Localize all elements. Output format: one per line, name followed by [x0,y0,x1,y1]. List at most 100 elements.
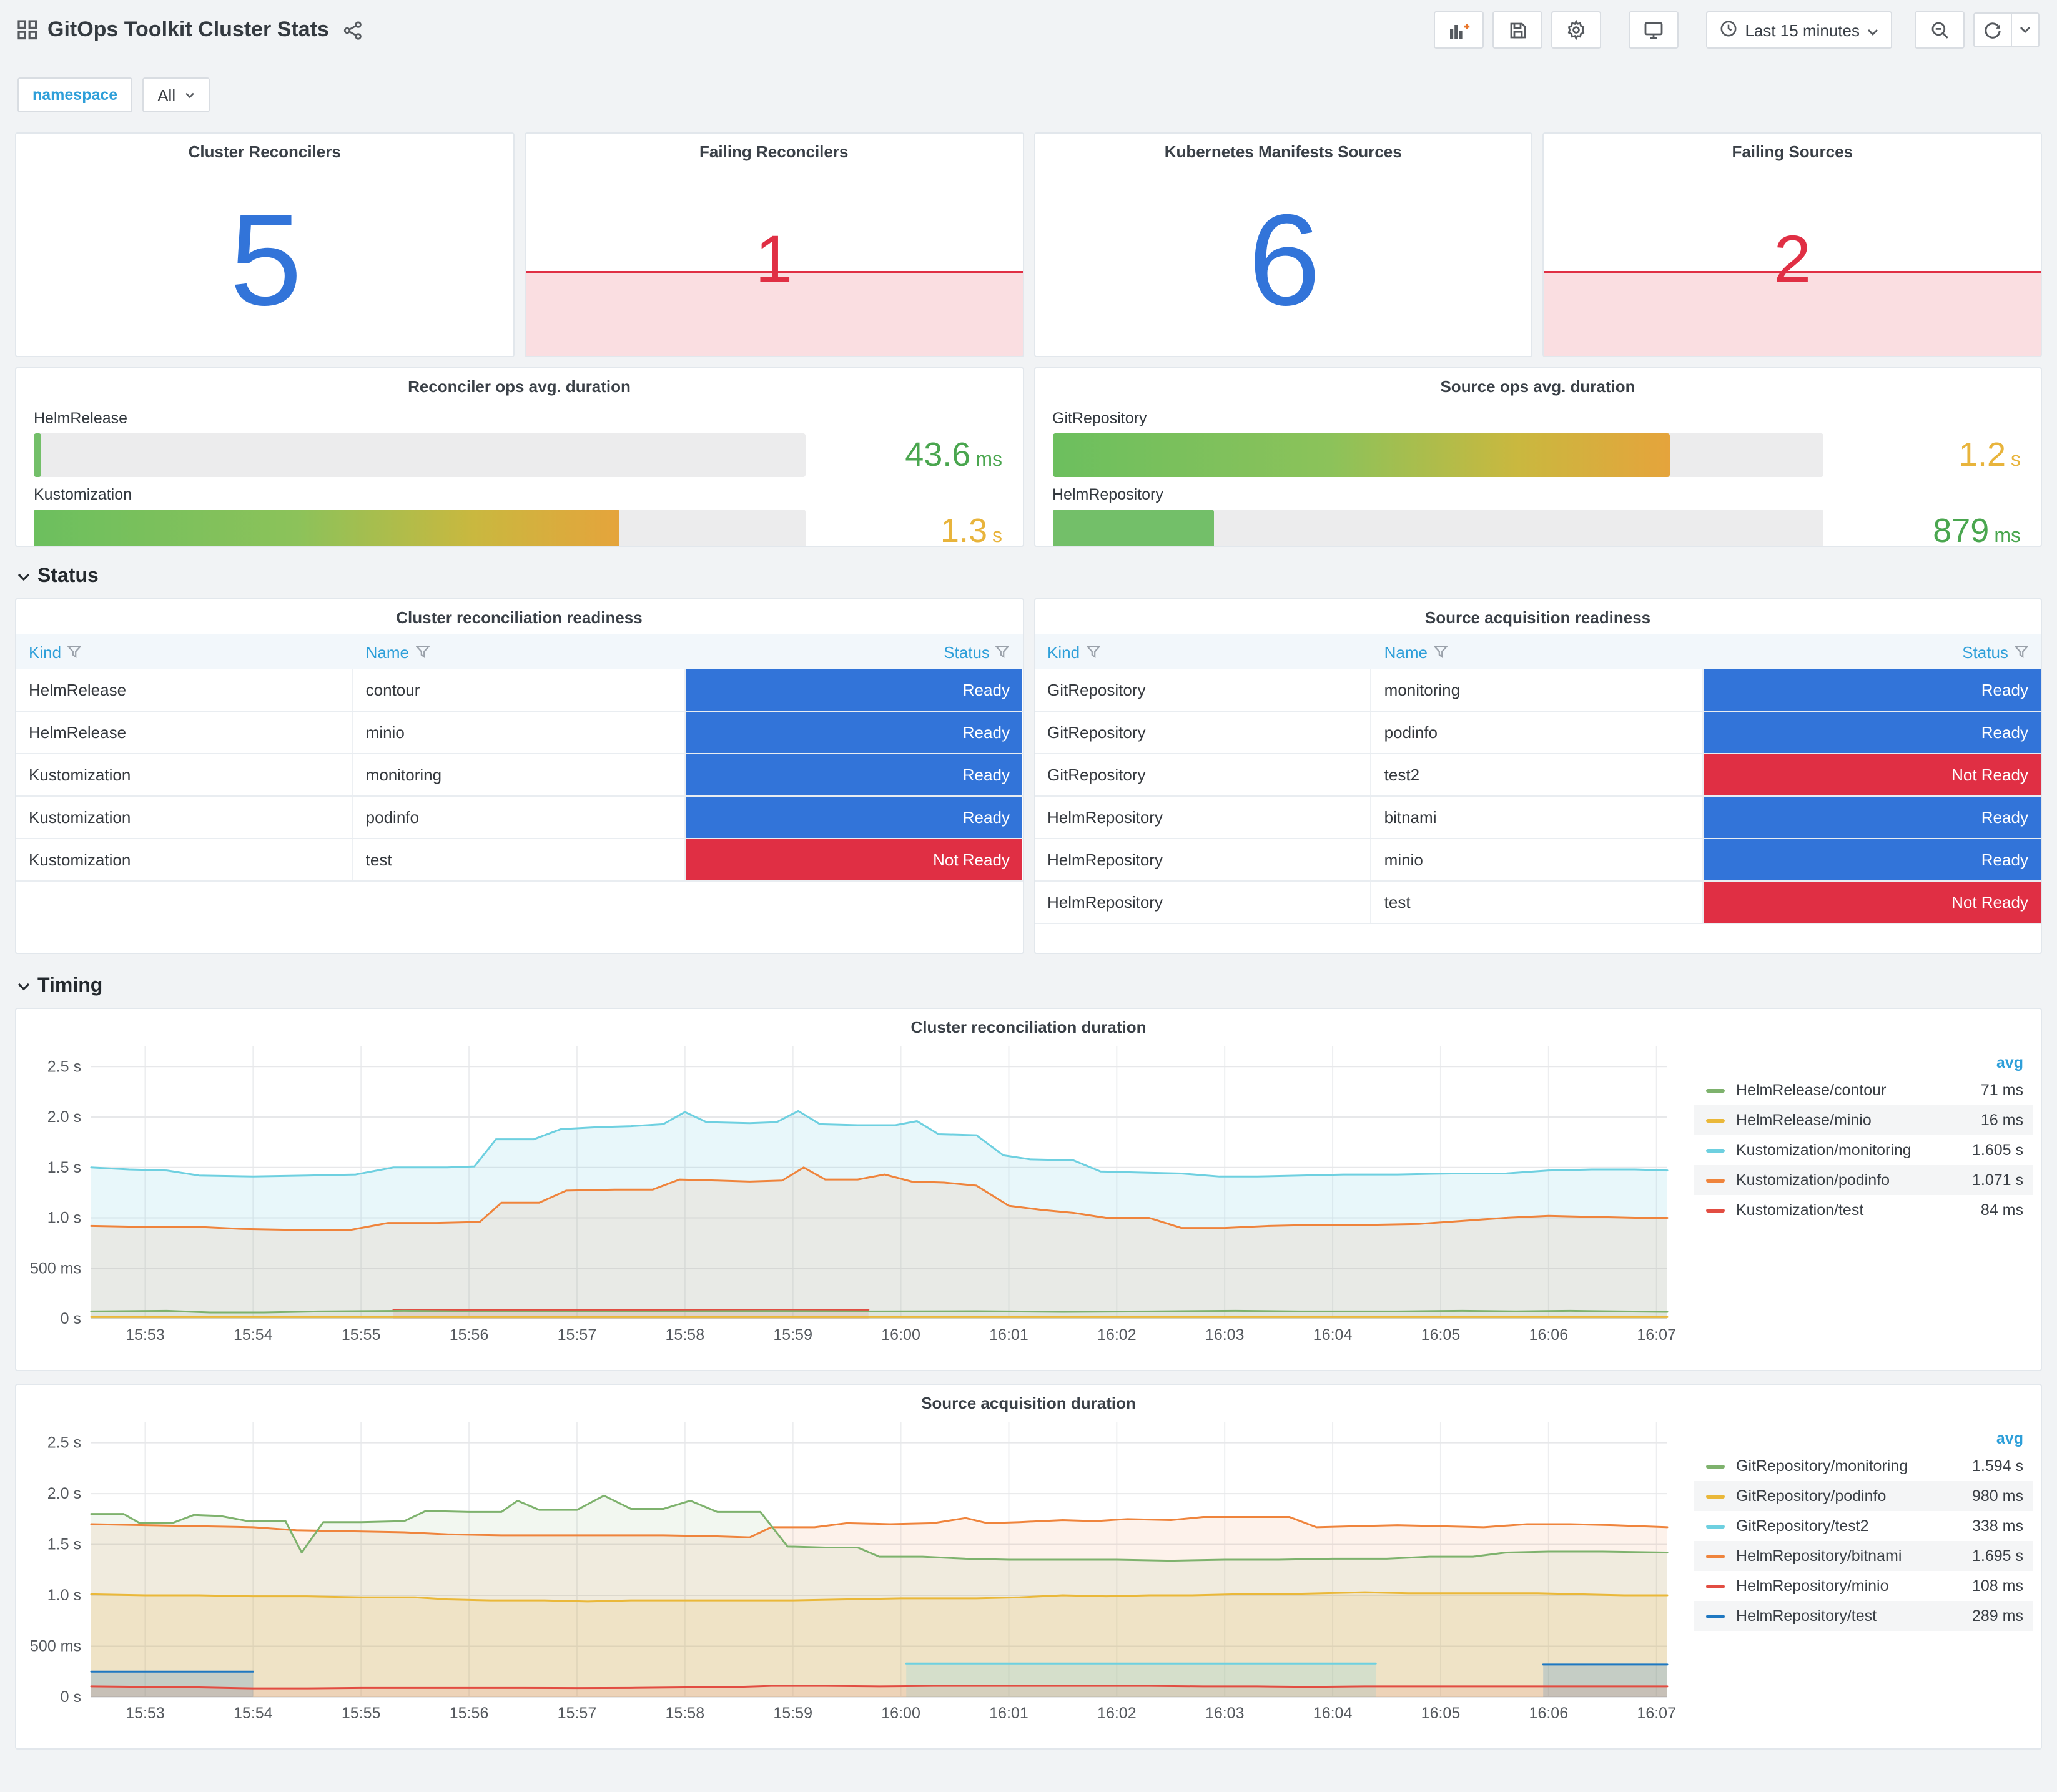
section-timing[interactable]: Timing [17,975,2040,998]
share-icon[interactable] [344,21,363,39]
panel-title[interactable]: Kubernetes Manifests Sources [1164,142,1402,161]
table-row: Kustomization test Not Ready [16,839,1022,882]
legend-series-label[interactable]: GitRepository/monitoring [1736,1457,1908,1475]
filter-funnel-icon[interactable] [1085,642,1100,661]
table-row: HelmRepository minio Ready [1035,839,2041,882]
legend-item[interactable]: HelmRepository/minio 108 ms [1694,1571,2033,1601]
svg-text:16:06: 16:06 [1529,1705,1569,1722]
legend-item[interactable]: HelmRelease/contour 71 ms [1694,1075,2033,1105]
cell-kind: GitRepository [1035,712,1372,753]
variable-namespace-value[interactable]: All [142,77,210,112]
panel-title[interactable]: Failing Sources [1732,142,1853,161]
column-header-name[interactable]: Name [353,642,686,661]
legend-series-label[interactable]: Kustomization/test [1736,1201,1864,1219]
column-header-label: Status [944,642,990,661]
legend-series-label[interactable]: Kustomization/monitoring [1736,1141,1911,1159]
gauge-value-unit: s [992,526,1002,547]
section-status[interactable]: Status [17,566,2040,588]
stat-value: 5 [229,188,302,333]
legend-series-label[interactable]: GitRepository/podinfo [1736,1487,1887,1505]
cell-status: Ready [1704,797,2041,838]
panel-title[interactable]: Reconciler ops avg. duration [408,377,631,396]
refresh-interval-dropdown[interactable] [2011,14,2038,46]
zoom-out-button[interactable] [1915,11,1965,49]
timeseries-plot[interactable]: 15:53 15:54 15:55 15:56 15:57 15:58 15:59 16:00… [19,1036,1694,1355]
stat-value: 1 [755,222,793,297]
refresh-button[interactable] [1975,14,2011,46]
svg-text:16:04: 16:04 [1313,1705,1353,1722]
legend-item[interactable]: HelmRepository/test 289 ms [1694,1601,2033,1631]
time-range-picker[interactable]: Last 15 minutes [1706,11,1892,49]
legend-item[interactable]: GitRepository/podinfo 980 ms [1694,1481,2033,1511]
legend-item[interactable]: Kustomization/test 84 ms [1694,1195,2033,1225]
gauge-value: 43.6 ms [905,436,1002,475]
column-header-label: Kind [29,642,62,661]
column-header-label: Kind [1047,642,1080,661]
panel-title[interactable]: Source acquisition duration [921,1394,1136,1412]
gauge-track [34,510,805,546]
add-panel-button[interactable] [1434,11,1484,49]
section-timing-label: Timing [37,975,103,997]
gauge-track [34,433,805,477]
dashboard-header: GitOps Toolkit Cluster Stats [0,0,2057,50]
threshold-line [525,271,1022,274]
legend-series-color [1706,1584,1725,1588]
legend-series-avg: 1.695 s [1971,1547,2023,1565]
gauge-label: GitRepository [1052,410,1147,427]
legend-avg-header[interactable]: avg [1996,1054,2023,1071]
legend-series-label[interactable]: HelmRepository/minio [1736,1577,1889,1595]
legend-series-label[interactable]: Kustomization/podinfo [1736,1171,1890,1189]
legend-item[interactable]: GitRepository/monitoring 1.594 s [1694,1451,2033,1481]
legend-item[interactable]: Kustomization/podinfo 1.071 s [1694,1165,2033,1195]
legend-series-color [1706,1464,1725,1468]
legend-item[interactable]: GitRepository/test2 338 ms [1694,1511,2033,1541]
timeseries-plot[interactable]: 15:53 15:54 15:55 15:56 15:57 15:58 15:59 16:00… [19,1412,1694,1733]
legend-item[interactable]: HelmRepository/bitnami 1.695 s [1694,1541,2033,1571]
column-header-status[interactable]: Status [1704,642,2041,661]
gauge-fill [34,433,41,477]
column-header-label: Status [1962,642,2008,661]
column-header-kind[interactable]: Kind [1035,642,1372,661]
legend-item[interactable]: Kustomization/monitoring 1.605 s [1694,1135,2033,1165]
cell-status: Ready [685,712,1022,753]
variable-namespace-label[interactable]: namespace [17,77,133,112]
save-dashboard-button[interactable] [1492,11,1543,49]
column-header-status[interactable]: Status [685,642,1022,661]
panel-title[interactable]: Cluster reconciliation duration [910,1018,1147,1036]
panel-title[interactable]: Source acquisition readiness [1424,608,1651,627]
table: Kind Name Status GitRepository monitoring Rea… [1035,634,2041,924]
panel-title[interactable]: Cluster Reconcilers [188,142,341,161]
settings-gear-icon[interactable] [1551,11,1602,49]
gauge-row: Kustomization 1.3 s [34,486,1005,547]
filter-funnel-icon[interactable] [67,642,82,661]
chart-legend: avg HelmRelease/contour 71 ms HelmRelease/m… [1694,1036,2033,1355]
filter-funnel-icon[interactable] [995,642,1010,661]
svg-text:15:55: 15:55 [342,1326,381,1344]
tv-mode-icon[interactable] [1629,11,1679,49]
legend-series-label[interactable]: HelmRepository/test [1736,1607,1877,1625]
legend-series-label[interactable]: HelmRepository/bitnami [1736,1547,1902,1565]
filter-funnel-icon[interactable] [415,642,430,661]
svg-text:15:55: 15:55 [342,1705,381,1722]
legend-avg-header[interactable]: avg [1996,1430,2023,1447]
panel-title[interactable]: Cluster reconciliation readiness [396,608,643,627]
variables-row: namespace All [0,50,2057,112]
panel-title[interactable]: Source ops avg. duration [1440,377,1635,396]
svg-text:16:02: 16:02 [1097,1326,1137,1344]
legend-series-label[interactable]: GitRepository/test2 [1736,1517,1869,1535]
filter-funnel-icon[interactable] [2014,642,2029,661]
svg-text:15:57: 15:57 [558,1326,597,1344]
gauge-value: 1.3 s [940,512,1002,547]
column-header-kind[interactable]: Kind [16,642,353,661]
legend-item[interactable]: HelmRelease/minio 16 ms [1694,1105,2033,1135]
dashboards-grid-icon[interactable] [17,20,37,40]
filter-funnel-icon[interactable] [1433,642,1448,661]
panel-title[interactable]: Failing Reconcilers [699,142,849,161]
legend-series-label[interactable]: HelmRelease/contour [1736,1081,1887,1099]
table-row: HelmRepository test Not Ready [1035,882,2041,924]
table-row: GitRepository podinfo Ready [1035,712,2041,754]
legend-series-label[interactable]: HelmRelease/minio [1736,1111,1872,1129]
column-header-name[interactable]: Name [1372,642,1704,661]
svg-text:15:53: 15:53 [126,1326,165,1344]
time-range-label: Last 15 minutes [1745,21,1860,39]
